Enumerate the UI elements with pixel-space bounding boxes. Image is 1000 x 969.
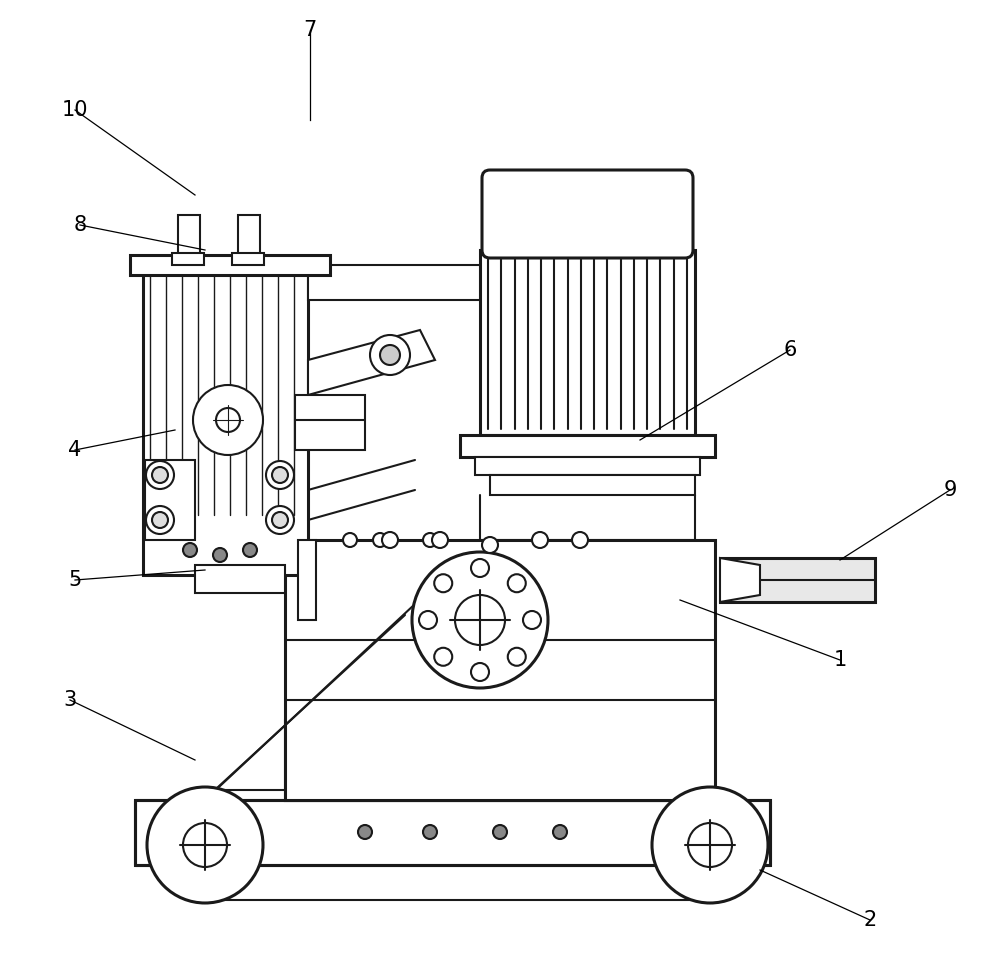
Text: 4: 4 — [68, 440, 82, 460]
Circle shape — [152, 467, 168, 483]
Circle shape — [373, 533, 387, 547]
Circle shape — [147, 787, 263, 903]
Circle shape — [266, 461, 294, 489]
Bar — [720, 558, 875, 602]
Circle shape — [652, 787, 768, 903]
Bar — [480, 250, 695, 435]
Bar — [460, 435, 715, 457]
Bar — [172, 253, 204, 265]
Bar — [298, 540, 316, 620]
Circle shape — [482, 537, 498, 553]
Circle shape — [243, 543, 257, 557]
Circle shape — [423, 533, 437, 547]
Circle shape — [572, 532, 588, 548]
Circle shape — [553, 825, 567, 839]
Bar — [490, 475, 695, 495]
Circle shape — [493, 825, 507, 839]
Circle shape — [423, 825, 437, 839]
Circle shape — [343, 533, 357, 547]
Bar — [195, 565, 285, 593]
Circle shape — [432, 532, 448, 548]
Circle shape — [382, 532, 398, 548]
Circle shape — [434, 647, 452, 666]
Circle shape — [216, 408, 240, 432]
Circle shape — [434, 575, 452, 592]
Text: 10: 10 — [62, 100, 88, 120]
Text: 2: 2 — [863, 910, 877, 930]
Circle shape — [358, 825, 372, 839]
Circle shape — [213, 548, 227, 562]
Bar — [130, 255, 330, 275]
Circle shape — [508, 575, 526, 592]
Text: 7: 7 — [303, 20, 317, 40]
Circle shape — [419, 611, 437, 629]
Text: 8: 8 — [73, 215, 87, 235]
Circle shape — [523, 611, 541, 629]
Bar — [295, 395, 365, 450]
Circle shape — [471, 559, 489, 577]
Polygon shape — [308, 330, 435, 395]
Circle shape — [183, 823, 227, 867]
Circle shape — [183, 543, 197, 557]
Circle shape — [152, 512, 168, 528]
Circle shape — [380, 345, 400, 365]
Bar — [308, 265, 480, 300]
Bar — [232, 253, 264, 265]
Circle shape — [266, 506, 294, 534]
Bar — [285, 540, 715, 800]
Circle shape — [370, 335, 410, 375]
Text: 3: 3 — [63, 690, 77, 710]
Bar — [145, 460, 195, 540]
Circle shape — [471, 663, 489, 681]
Text: 1: 1 — [833, 650, 847, 670]
Circle shape — [508, 647, 526, 666]
Text: 9: 9 — [943, 480, 957, 500]
Bar — [238, 215, 260, 257]
Circle shape — [272, 512, 288, 528]
Polygon shape — [720, 558, 760, 602]
Bar — [135, 800, 770, 865]
Circle shape — [532, 532, 548, 548]
Circle shape — [272, 467, 288, 483]
Circle shape — [688, 823, 732, 867]
Circle shape — [146, 461, 174, 489]
Bar — [178, 215, 200, 257]
Bar — [475, 457, 700, 475]
FancyBboxPatch shape — [482, 170, 693, 258]
Text: 5: 5 — [68, 570, 82, 590]
Circle shape — [193, 385, 263, 455]
Bar — [143, 270, 308, 575]
Circle shape — [455, 595, 505, 645]
Circle shape — [412, 552, 548, 688]
Text: 6: 6 — [783, 340, 797, 360]
Bar — [285, 720, 700, 800]
Circle shape — [146, 506, 174, 534]
